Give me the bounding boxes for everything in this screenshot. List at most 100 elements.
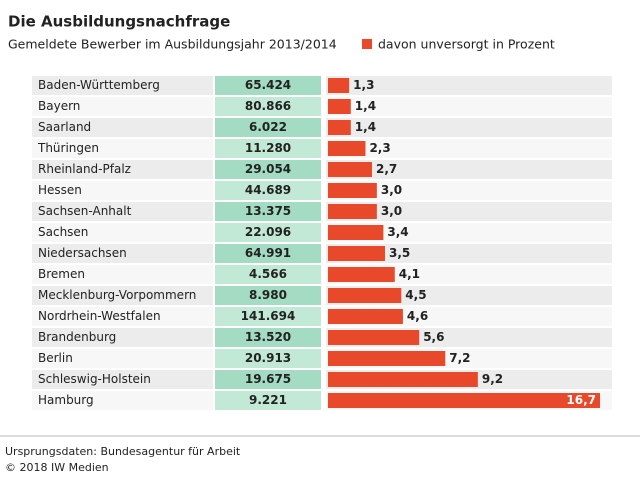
category-label: Niedersachsen	[38, 246, 127, 260]
applicant-label: 4.566	[249, 267, 287, 281]
applicant-cell	[215, 391, 321, 410]
bar	[328, 162, 372, 177]
row-bg	[32, 181, 213, 200]
applicant-cell	[215, 370, 321, 389]
bar	[328, 351, 446, 366]
bar	[328, 330, 420, 345]
bar	[328, 267, 395, 282]
applicant-label: 29.054	[245, 162, 291, 176]
applicant-label: 20.913	[245, 351, 291, 365]
row-bg	[32, 265, 213, 284]
row-bg	[32, 160, 213, 179]
row-bg	[32, 391, 213, 410]
value-label: 3,4	[387, 225, 408, 239]
category-label: Hessen	[38, 183, 82, 197]
value-label: 1,3	[353, 78, 374, 92]
applicant-cell	[215, 97, 321, 116]
value-label: 4,5	[405, 288, 426, 302]
value-label: 7,2	[449, 351, 470, 365]
applicant-label: 65.424	[245, 78, 291, 92]
row-bg	[32, 223, 213, 242]
applicant-cell	[215, 76, 321, 95]
category-label: Rheinland-Pfalz	[38, 162, 131, 176]
row-bg	[326, 244, 612, 263]
bar	[328, 78, 350, 93]
value-label: 3,0	[381, 183, 402, 197]
applicant-cell	[215, 160, 321, 179]
bar	[328, 372, 478, 387]
value-label: 3,5	[389, 246, 410, 260]
row-bg	[326, 139, 612, 158]
row-bg	[32, 370, 213, 389]
bar	[328, 141, 366, 156]
copyright-note: © 2018 IW Medien	[5, 461, 109, 474]
category-label: Schleswig-Holstein	[38, 372, 151, 386]
applicant-label: 80.866	[245, 99, 291, 113]
category-label: Thüringen	[37, 141, 99, 155]
row-bg	[326, 118, 612, 137]
applicant-cell	[215, 265, 321, 284]
row-bg	[32, 76, 213, 95]
category-label: Bayern	[38, 99, 80, 113]
row-bg	[32, 202, 213, 221]
applicant-cell	[215, 286, 321, 305]
legend-label: Gemeldete Bewerber im Ausbildungsjahr 20…	[8, 37, 337, 52]
applicant-cell	[215, 328, 321, 347]
category-label: Nordrhein-Westfalen	[38, 309, 161, 323]
category-label: Mecklenburg-Vorpommern	[38, 288, 196, 302]
applicant-label: 11.280	[245, 141, 291, 155]
applicant-cell	[215, 202, 321, 221]
legend-swatch	[362, 39, 372, 49]
value-label: 5,6	[423, 330, 444, 344]
category-label: Bremen	[38, 267, 85, 281]
value-label: 3,0	[381, 204, 402, 218]
value-label: 1,4	[355, 99, 376, 113]
value-label: 2,7	[376, 162, 397, 176]
legend-label: davon unversorgt in Prozent	[378, 37, 555, 52]
row-bg	[326, 265, 612, 284]
bar	[328, 309, 403, 324]
bar	[328, 204, 377, 219]
row-bg	[32, 139, 213, 158]
bar	[328, 393, 600, 408]
category-label: Hamburg	[38, 393, 94, 407]
bar	[328, 99, 351, 114]
row-bg	[32, 307, 213, 326]
row-bg	[32, 97, 213, 116]
applicant-label: 6.022	[249, 120, 287, 134]
row-bg	[32, 244, 213, 263]
value-label: 16,7	[566, 393, 596, 407]
bar	[328, 225, 384, 240]
applicant-label: 8.980	[249, 288, 287, 302]
category-label: Brandenburg	[38, 330, 116, 344]
bar	[328, 183, 377, 198]
applicant-cell	[215, 181, 321, 200]
applicant-cell	[215, 244, 321, 263]
row-bg	[326, 181, 612, 200]
category-label: Berlin	[38, 351, 73, 365]
category-label: Sachsen-Anhalt	[38, 204, 132, 218]
applicant-label: 64.991	[245, 246, 291, 260]
applicant-cell	[215, 349, 321, 368]
bar	[328, 120, 351, 135]
value-label: 4,1	[399, 267, 420, 281]
applicant-label: 9.221	[249, 393, 287, 407]
bar	[328, 246, 386, 261]
value-label: 2,3	[369, 141, 390, 155]
value-label: 9,2	[482, 372, 503, 386]
applicant-cell	[215, 307, 321, 326]
applicant-label: 44.689	[245, 183, 291, 197]
row-bg	[32, 118, 213, 137]
row-bg	[32, 328, 213, 347]
row-bg	[326, 202, 612, 221]
applicant-label: 19.675	[245, 372, 291, 386]
applicant-cell	[215, 139, 321, 158]
category-label: Saarland	[38, 120, 91, 134]
applicant-label: 141.694	[241, 309, 296, 323]
row-bg	[326, 223, 612, 242]
value-label: 4,6	[407, 309, 428, 323]
bar	[328, 288, 402, 303]
applicant-cell	[215, 223, 321, 242]
category-label: Sachsen	[38, 225, 88, 239]
